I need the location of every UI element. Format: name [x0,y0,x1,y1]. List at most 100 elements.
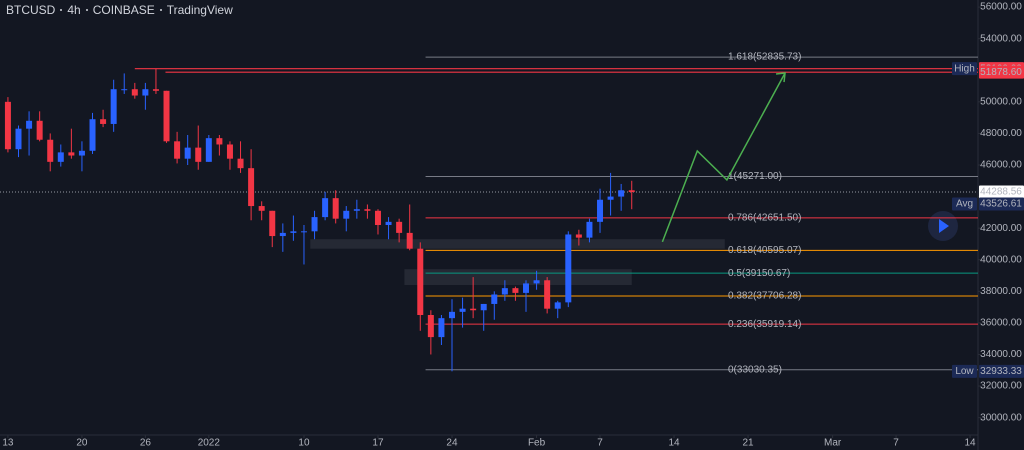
candle-body [459,308,466,312]
y-tick-label: 34000.00 [980,349,1022,360]
y-tick-label: 36000.00 [980,318,1022,329]
candle-body [417,248,424,315]
candle-body [78,150,85,156]
candle-body [131,89,138,96]
fib-label: 0(33030.35) [728,364,782,375]
candle-body [311,217,318,232]
fib-label: 0.786(42651.50) [728,213,801,224]
candle-body [448,311,455,319]
x-tick-label: 21 [742,438,754,449]
y-tick-label: 38000.00 [980,286,1022,297]
x-tick-label: Feb [528,438,546,449]
separator [60,9,63,11]
candle-body [523,283,530,293]
y-tick-label: 32000.00 [980,381,1022,392]
candle-body [512,288,519,293]
candle-body [554,302,561,309]
candle-body [68,152,75,156]
candle-body [396,221,403,233]
candle-body [586,221,593,238]
x-tick-label: 14 [965,438,977,449]
y-tick-label: 46000.00 [980,160,1022,171]
y-tick-label: 30000.00 [980,412,1022,423]
x-tick-label: 17 [372,438,384,449]
price-tag-name-bg [952,62,977,76]
candle-body [100,119,107,124]
candle-body [237,158,244,169]
candle-body [427,315,434,338]
zone [310,239,725,249]
candle-body [597,199,604,222]
price-tag [979,197,1024,211]
candle-body [470,308,477,311]
candle-body [332,198,339,219]
brand: TradingView [166,3,233,17]
y-tick-label: 40000.00 [980,254,1022,265]
candle-body [618,190,625,197]
price-tag-name: Avg [956,199,973,210]
price-tag-label: 43526.61 [980,199,1022,210]
fib-label: 1.618(52835.73) [728,52,801,63]
x-tick-label: 24 [446,438,458,449]
candle-body [353,209,360,211]
x-tick-label: 7 [893,438,899,449]
candle-body [501,288,508,295]
projection-arrowhead [775,72,786,83]
play-icon [939,219,949,233]
y-tick-label: 50000.00 [980,96,1022,107]
exchange: COINBASE [92,3,155,17]
x-tick-label: 13 [2,438,14,449]
candle-body [142,89,149,96]
candle-body [216,138,223,145]
x-tick-label: 7 [597,438,603,449]
candle-body [544,280,551,309]
candle-body [533,280,540,284]
x-tick-label: 26 [140,438,152,449]
candle-body [15,128,22,150]
candle-body [480,303,487,311]
candle-body [163,90,170,142]
candle-body [290,231,297,233]
fib-label: 0.236(35919.14) [728,319,801,330]
candle-body [385,221,392,225]
price-tag-label: 44288.56 [980,187,1022,198]
fib-label: 0.618(40595.07) [728,245,801,256]
x-tick-label: 20 [76,438,88,449]
candle-body [89,119,96,151]
candle-body [36,120,43,140]
candle-body [364,209,371,211]
candle-body [491,294,498,304]
price-tag-label: 32933.33 [980,366,1022,377]
x-tick-label: 10 [298,438,310,449]
candle-body [343,210,350,219]
price-tag [979,185,1024,199]
zone [404,269,632,285]
fib-label: 0.5(39150.67) [728,268,790,279]
y-tick-label: 54000.00 [980,33,1022,44]
candle-body [4,101,11,150]
candle-body [47,139,54,162]
candle-body [184,147,191,159]
candle-body [322,198,329,218]
candle-body [438,318,445,338]
y-tick-label: 48000.00 [980,128,1022,139]
candle-body [195,147,202,162]
separator [85,9,88,11]
symbol: BTCUSD [6,3,56,17]
candle-body [575,234,582,238]
x-tick-label: Mar [824,438,842,449]
separator [159,9,162,11]
header: BTCUSD 4h COINBASE TradingView [6,3,233,17]
candle-body [248,168,255,207]
candle-body [205,138,212,162]
interval: 4h [67,3,81,17]
candle-body [57,152,64,162]
y-tick-label: 42000.00 [980,223,1022,234]
price-tag-name-bg [952,364,977,378]
candle-body [110,89,117,124]
price-tag-name-bg [952,197,977,211]
fib-label: 0.382(37706.28) [728,291,801,302]
price-tag [979,65,1024,79]
